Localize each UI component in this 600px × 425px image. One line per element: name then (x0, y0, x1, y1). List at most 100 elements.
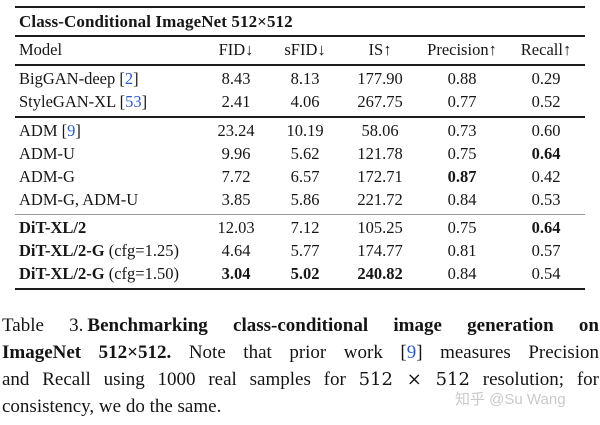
precision-value: 0.75 (447, 218, 477, 237)
section-adm: ADM [9] 23.24 10.19 58.06 0.73 0.60 ADM-… (15, 118, 585, 214)
fid-value: 3.85 (221, 190, 251, 209)
col-header-fid: FID↓ (218, 40, 254, 59)
recall-value: 0.57 (531, 241, 561, 260)
is-value: 221.72 (357, 190, 403, 209)
table-row-stylegan-xl: StyleGAN-XL [53] 2.41 4.06 267.75 0.77 0… (15, 91, 585, 114)
fid-value: 2.41 (221, 92, 251, 111)
citation-link[interactable]: 9 (406, 342, 417, 363)
col-header-sfid: sFID↓ (284, 40, 326, 59)
citation: [2] (119, 69, 139, 88)
recall-value: 0.60 (531, 121, 561, 140)
caption-line-3: and Recall using 1000 real samples for 5… (2, 369, 599, 390)
fid-value-best: 3.04 (221, 264, 251, 283)
table-row-dit-xl-2: DiT-XL/2 12.03 7.12 105.25 0.75 0.64 (15, 217, 585, 240)
table-row-adm-g: ADM-G 7.72 6.57 172.71 0.87 0.42 (15, 166, 585, 189)
precision-value-best: 0.87 (447, 167, 477, 186)
table-bottom-rule (15, 287, 585, 290)
sfid-value: 4.06 (290, 92, 320, 111)
is-value: 177.90 (357, 69, 403, 88)
sfid-value: 7.12 (290, 218, 320, 237)
model-name-cell: BigGAN-deep [2] (19, 69, 139, 88)
section-dit: DiT-XL/2 12.03 7.12 105.25 0.75 0.64 DiT… (15, 215, 585, 288)
sfid-value-best: 5.02 (290, 264, 320, 283)
table-row-adm-u: ADM-U 9.96 5.62 121.78 0.75 0.64 (15, 143, 585, 166)
model-config-suffix: (cfg=1.25) (108, 241, 179, 260)
model-name-cell: ADM-G, ADM-U (19, 190, 139, 209)
table-top-rule (15, 6, 585, 8)
recall-value-best: 0.64 (531, 218, 561, 237)
table-title: Class-Conditional ImageNet 512×512 (15, 8, 585, 35)
is-value: 121.78 (357, 144, 403, 163)
citation-link[interactable]: 2 (124, 69, 134, 88)
table-header-row: Model FID↓ sFID↓ IS↑ Precision↑ Recall↑ (15, 37, 585, 64)
fid-value: 7.72 (221, 167, 251, 186)
is-value-best: 240.82 (357, 264, 403, 283)
section-gan-baselines: BigGAN-deep [2] 8.43 8.13 177.90 0.88 0.… (15, 66, 585, 116)
recall-value: 0.29 (531, 69, 561, 88)
col-header-recall: Recall↑ (520, 40, 572, 59)
table-row-adm: ADM [9] 23.24 10.19 58.06 0.73 0.60 (15, 120, 585, 143)
col-header-precision: Precision↑ (427, 40, 497, 59)
precision-value: 0.73 (447, 121, 477, 140)
table-row-dit-xl-2-g-125: DiT-XL/2-G (cfg=1.25) 4.64 5.77 174.77 0… (15, 240, 585, 263)
recall-value: 0.54 (531, 264, 561, 283)
citation-link[interactable]: 9 (67, 121, 76, 140)
table-caption: Table 3. Benchmarking class-conditional i… (2, 312, 599, 420)
table-row-biggan-deep: BigGAN-deep [2] 8.43 8.13 177.90 0.88 0.… (15, 68, 585, 91)
citation: [9] (61, 121, 81, 140)
table-title-text: Class-Conditional ImageNet 512×512 (19, 11, 293, 31)
citation-link[interactable]: 53 (125, 92, 142, 111)
caption-line-4: consistency, we do the same. (2, 396, 222, 417)
fid-value: 8.43 (221, 69, 251, 88)
model-name-cell: DiT-XL/2 (19, 218, 87, 237)
table-row-adm-g-adm-u: ADM-G, ADM-U 3.85 5.86 221.72 0.84 0.53 (15, 189, 585, 212)
col-header-is: IS↑ (368, 40, 392, 59)
results-table: Class-Conditional ImageNet 512×512 Model… (15, 6, 585, 290)
precision-value: 0.77 (447, 92, 477, 111)
citation: [9] (400, 342, 423, 363)
fid-value: 9.96 (221, 144, 251, 163)
model-config-suffix: (cfg=1.50) (108, 264, 179, 283)
sfid-value: 8.13 (290, 69, 320, 88)
caption-line-1: Table 3. Benchmarking class-conditional i… (2, 315, 599, 336)
zhihu-watermark: 知乎 @Su Wang (455, 391, 566, 408)
header-rule (15, 63, 585, 66)
is-value: 105.25 (357, 218, 403, 237)
is-value: 172.71 (357, 167, 403, 186)
model-name-cell: DiT-XL/2-G (cfg=1.50) (19, 264, 179, 283)
model-name-cell: ADM-G (19, 167, 75, 186)
fid-value: 12.03 (217, 218, 255, 237)
col-header-model: Model (19, 40, 63, 59)
section-rule-light (15, 213, 585, 215)
sfid-value: 5.86 (290, 190, 320, 209)
sfid-value: 5.62 (290, 144, 320, 163)
sfid-value: 5.77 (290, 241, 320, 260)
math-resolution: 512 × 512 (358, 369, 470, 390)
precision-value: 0.84 (447, 190, 477, 209)
model-name-cell: DiT-XL/2-G (cfg=1.25) (19, 241, 179, 260)
recall-value-best: 0.64 (531, 144, 561, 163)
is-value: 58.06 (361, 121, 399, 140)
recall-value: 0.52 (531, 92, 561, 111)
model-name-cell: StyleGAN-XL [53] (19, 92, 148, 111)
title-rule (15, 35, 585, 37)
caption-label: Table 3. (2, 315, 84, 336)
section-rule (15, 115, 585, 118)
sfid-value: 10.19 (286, 121, 324, 140)
precision-value: 0.88 (447, 69, 477, 88)
recall-value: 0.42 (531, 167, 561, 186)
recall-value: 0.53 (531, 190, 561, 209)
table-row-dit-xl-2-g-150: DiT-XL/2-G (cfg=1.50) 3.04 5.02 240.82 0… (15, 263, 585, 286)
precision-value: 0.75 (447, 144, 477, 163)
fid-value: 4.64 (221, 241, 251, 260)
sfid-value: 6.57 (290, 167, 320, 186)
citation: [53] (119, 92, 148, 111)
caption-line-2: ImageNet 512×512. Note that prior work [… (2, 342, 600, 363)
precision-value: 0.84 (447, 264, 477, 283)
model-name-cell: ADM-U (19, 144, 75, 163)
model-name-cell: ADM [9] (19, 121, 81, 140)
is-value: 267.75 (357, 92, 403, 111)
is-value: 174.77 (357, 241, 403, 260)
precision-value: 0.81 (447, 241, 477, 260)
